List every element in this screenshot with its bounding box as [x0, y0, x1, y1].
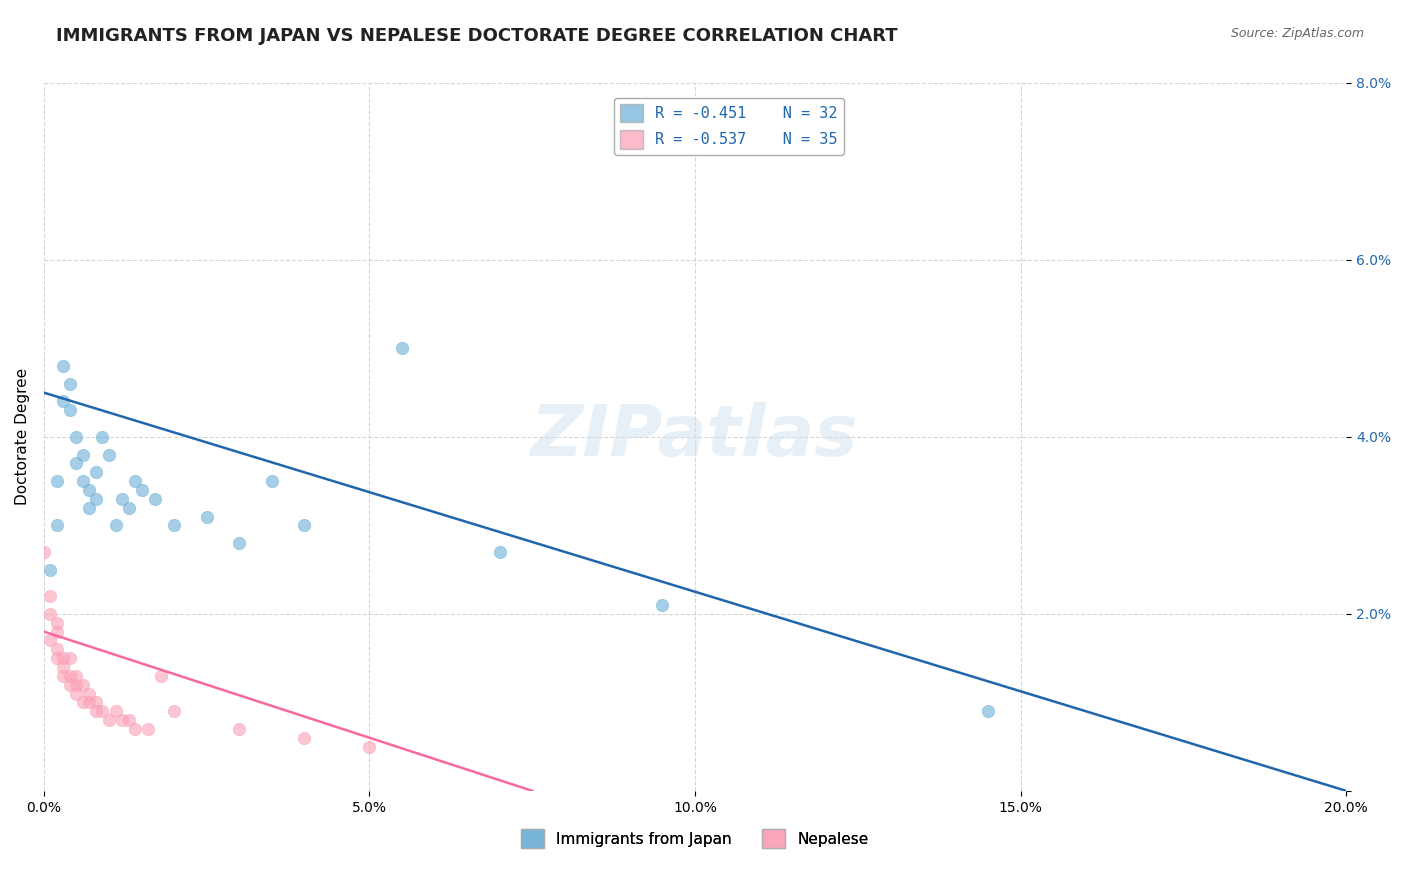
Point — [52, 359, 75, 373]
Point — [359, 739, 381, 754]
Point — [117, 713, 139, 727]
Point — [45, 615, 67, 630]
Point — [391, 342, 413, 356]
Point — [150, 669, 173, 683]
Point — [977, 704, 1000, 718]
Point — [45, 642, 67, 657]
Point — [228, 722, 250, 736]
Point — [111, 491, 134, 506]
Point — [45, 651, 67, 665]
Point — [59, 403, 82, 417]
Text: Source: ZipAtlas.com: Source: ZipAtlas.com — [1230, 27, 1364, 40]
Text: ZIPatlas: ZIPatlas — [531, 402, 859, 471]
Point — [52, 651, 75, 665]
Point — [163, 704, 186, 718]
Point — [79, 500, 101, 515]
Point — [131, 483, 153, 497]
Point — [39, 563, 62, 577]
Point — [39, 607, 62, 621]
Point — [59, 376, 82, 391]
Point — [72, 448, 94, 462]
Point — [65, 686, 87, 700]
Point — [32, 545, 55, 559]
Point — [98, 448, 121, 462]
Point — [91, 704, 114, 718]
Point — [124, 474, 146, 488]
Point — [84, 491, 107, 506]
Point — [84, 695, 107, 709]
Point — [59, 669, 82, 683]
Point — [84, 704, 107, 718]
Point — [117, 500, 139, 515]
Point — [163, 518, 186, 533]
Point — [65, 457, 87, 471]
Point — [59, 678, 82, 692]
Point — [45, 518, 67, 533]
Point — [79, 686, 101, 700]
Point — [136, 722, 159, 736]
Point — [45, 624, 67, 639]
Point — [104, 704, 127, 718]
Point — [79, 695, 101, 709]
Point — [72, 474, 94, 488]
Point — [260, 474, 283, 488]
Point — [79, 483, 101, 497]
Point — [91, 430, 114, 444]
Point — [72, 695, 94, 709]
Legend: Immigrants from Japan, Nepalese: Immigrants from Japan, Nepalese — [515, 823, 875, 854]
Point — [651, 598, 673, 612]
Point — [292, 731, 315, 745]
Point — [59, 651, 82, 665]
Point — [65, 678, 87, 692]
Point — [488, 545, 510, 559]
Point — [65, 669, 87, 683]
Point — [228, 536, 250, 550]
Point — [65, 430, 87, 444]
Point — [111, 713, 134, 727]
Point — [52, 660, 75, 674]
Point — [45, 474, 67, 488]
Text: IMMIGRANTS FROM JAPAN VS NEPALESE DOCTORATE DEGREE CORRELATION CHART: IMMIGRANTS FROM JAPAN VS NEPALESE DOCTOR… — [56, 27, 898, 45]
Point — [292, 518, 315, 533]
Point — [98, 713, 121, 727]
Point — [124, 722, 146, 736]
Point — [143, 491, 166, 506]
Y-axis label: Doctorate Degree: Doctorate Degree — [15, 368, 30, 506]
Point — [195, 509, 218, 524]
Point — [84, 465, 107, 479]
Point — [104, 518, 127, 533]
Point — [72, 678, 94, 692]
Point — [52, 669, 75, 683]
Point — [39, 589, 62, 603]
Point — [52, 394, 75, 409]
Point — [39, 633, 62, 648]
